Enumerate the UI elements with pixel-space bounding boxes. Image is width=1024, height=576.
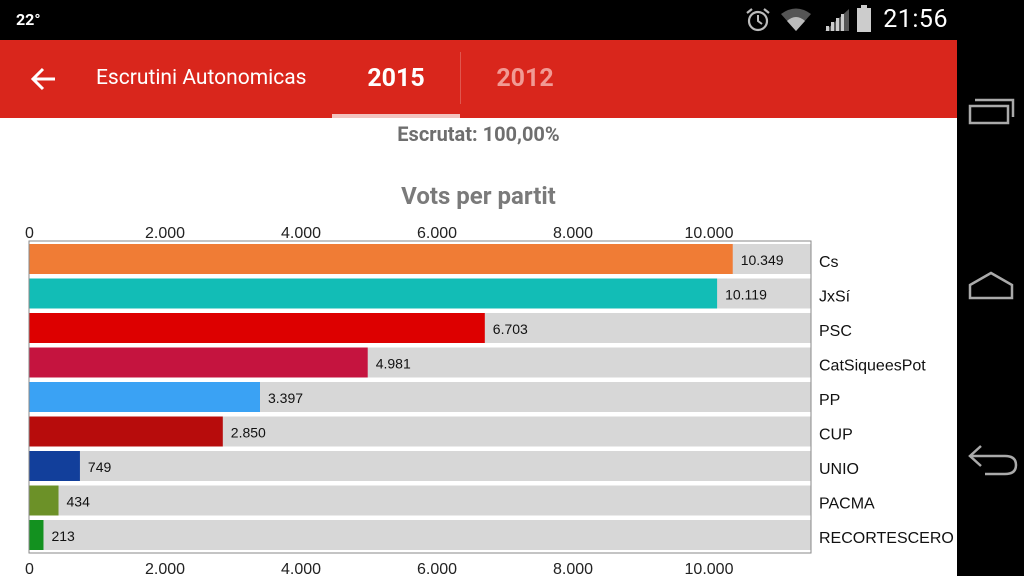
bar-value-label: 749 bbox=[88, 459, 112, 475]
x-tick-label-top: 4.000 bbox=[281, 225, 321, 242]
selected-tab-indicator bbox=[332, 114, 460, 118]
x-tick-label-bottom: 4.000 bbox=[281, 561, 321, 576]
category-label: PP bbox=[819, 392, 840, 409]
x-tick-label-bottom: 6.000 bbox=[417, 561, 457, 576]
chart-border bbox=[28, 240, 812, 554]
bar-track bbox=[29, 485, 811, 516]
bar-value-label: 10.349 bbox=[741, 252, 784, 268]
bar-recortescero bbox=[29, 520, 44, 550]
x-tick-label-bottom: 2.000 bbox=[145, 561, 185, 576]
x-tick-label-top: 0 bbox=[25, 225, 34, 242]
bar-cs bbox=[29, 244, 733, 274]
bar-cup bbox=[29, 416, 223, 447]
navigation-bar bbox=[957, 40, 1024, 576]
scrutiny-percentage: Escrutat: 100,00% bbox=[397, 122, 560, 146]
alarm-icon bbox=[746, 8, 770, 32]
app-bar: Escrutini Autonomicas 2015 2012 bbox=[0, 40, 957, 118]
bar-psc bbox=[29, 313, 485, 343]
category-label: CatSiqueesPot bbox=[819, 358, 926, 375]
bar-value-label: 3.397 bbox=[268, 390, 303, 406]
home-icon[interactable] bbox=[967, 270, 1015, 302]
bar-track bbox=[29, 520, 811, 550]
tab-2012[interactable]: 2012 bbox=[496, 64, 554, 93]
bar-value-label: 2.850 bbox=[231, 425, 266, 441]
category-label: PACMA bbox=[819, 496, 875, 513]
signal-icon bbox=[825, 9, 849, 31]
category-label: RECORTESCERO bbox=[819, 530, 954, 547]
back-arrow-icon[interactable] bbox=[28, 64, 58, 94]
chart-title: Vots per partit bbox=[401, 182, 556, 210]
bar-value-label: 4.981 bbox=[376, 356, 411, 372]
x-tick-label-bottom: 8.000 bbox=[553, 561, 593, 576]
bar-pacma bbox=[29, 485, 59, 516]
bar-value-label: 6.703 bbox=[493, 321, 528, 337]
status-bar: 22° 21:56 bbox=[0, 0, 1024, 40]
app-screen: Escrutini Autonomicas 2015 2012 Escrutat… bbox=[0, 40, 957, 576]
bar-unio bbox=[29, 451, 80, 481]
x-tick-label-top: 10.000 bbox=[685, 225, 734, 242]
bar-pp bbox=[29, 382, 260, 412]
bar-track bbox=[29, 451, 811, 481]
votes-bar-chart: 0 0 2.000 2.000 4.000 4.000 6.000 6.000 8.000 8.0… bbox=[25, 225, 954, 576]
bar-value-label: 213 bbox=[51, 528, 75, 544]
category-label: Cs bbox=[819, 254, 839, 271]
recent-apps-icon[interactable] bbox=[967, 96, 1015, 126]
battery-icon bbox=[857, 5, 871, 32]
x-tick-label-top: 6.000 bbox=[417, 225, 457, 242]
temperature-label: 22° bbox=[16, 10, 41, 29]
app-title: Escrutini Autonomicas bbox=[96, 66, 307, 90]
category-label: UNIO bbox=[819, 461, 859, 478]
back-nav-icon[interactable] bbox=[967, 440, 1019, 480]
bar-value-label: 434 bbox=[67, 494, 91, 510]
x-tick-label-bottom: 10.000 bbox=[685, 561, 734, 576]
bar-catsiqueespot bbox=[29, 347, 368, 378]
tab-divider bbox=[460, 52, 461, 104]
bar-jxsí bbox=[29, 278, 718, 309]
tab-2015[interactable]: 2015 bbox=[367, 64, 425, 93]
category-label: JxSí bbox=[819, 289, 851, 306]
category-label: CUP bbox=[819, 427, 853, 444]
category-label: PSC bbox=[819, 323, 852, 340]
x-tick-label-top: 8.000 bbox=[553, 225, 593, 242]
clock: 21:56 bbox=[883, 5, 948, 34]
wifi-icon bbox=[781, 8, 811, 31]
bar-value-label: 10.119 bbox=[725, 287, 767, 303]
x-tick-label-bottom: 0 bbox=[25, 561, 34, 576]
x-tick-label-top: 2.000 bbox=[145, 225, 185, 242]
